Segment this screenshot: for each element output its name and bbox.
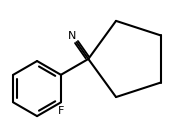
Text: N: N xyxy=(68,31,77,41)
Text: F: F xyxy=(58,106,64,116)
